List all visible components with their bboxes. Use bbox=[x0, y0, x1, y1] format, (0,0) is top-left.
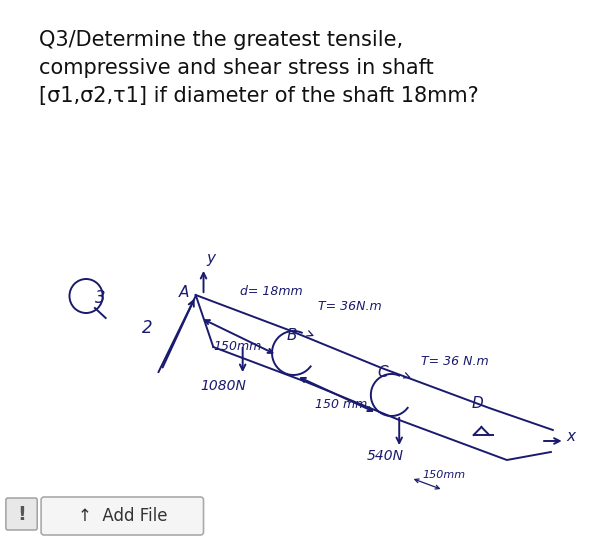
Text: !: ! bbox=[17, 505, 26, 524]
Text: 2: 2 bbox=[142, 319, 152, 337]
Text: A: A bbox=[179, 285, 190, 300]
Text: 3: 3 bbox=[95, 289, 106, 307]
Text: 540N: 540N bbox=[367, 449, 404, 463]
FancyBboxPatch shape bbox=[41, 497, 203, 535]
Text: 150mm: 150mm bbox=[213, 340, 262, 353]
Text: y: y bbox=[206, 251, 216, 266]
Text: compressive and shear stress in shaft: compressive and shear stress in shaft bbox=[39, 58, 434, 78]
Text: d= 18mm: d= 18mm bbox=[240, 285, 303, 298]
Text: x: x bbox=[567, 429, 576, 444]
Text: B: B bbox=[287, 328, 297, 343]
Text: T= 36 N.m: T= 36 N.m bbox=[421, 355, 488, 368]
Text: [σ1,σ2,τ1] if diameter of the shaft 18mm?: [σ1,σ2,τ1] if diameter of the shaft 18mm… bbox=[39, 86, 479, 106]
Text: 150 mm: 150 mm bbox=[315, 398, 368, 411]
FancyBboxPatch shape bbox=[6, 498, 37, 530]
Text: 1080N: 1080N bbox=[200, 379, 246, 393]
Text: D: D bbox=[472, 396, 483, 411]
Text: C: C bbox=[378, 365, 388, 380]
Text: T= 36N.m: T= 36N.m bbox=[318, 300, 382, 313]
Text: Q3/Determine the greatest tensile,: Q3/Determine the greatest tensile, bbox=[39, 30, 403, 50]
Text: 150mm: 150mm bbox=[423, 470, 466, 480]
Text: ↑  Add File: ↑ Add File bbox=[77, 507, 167, 525]
